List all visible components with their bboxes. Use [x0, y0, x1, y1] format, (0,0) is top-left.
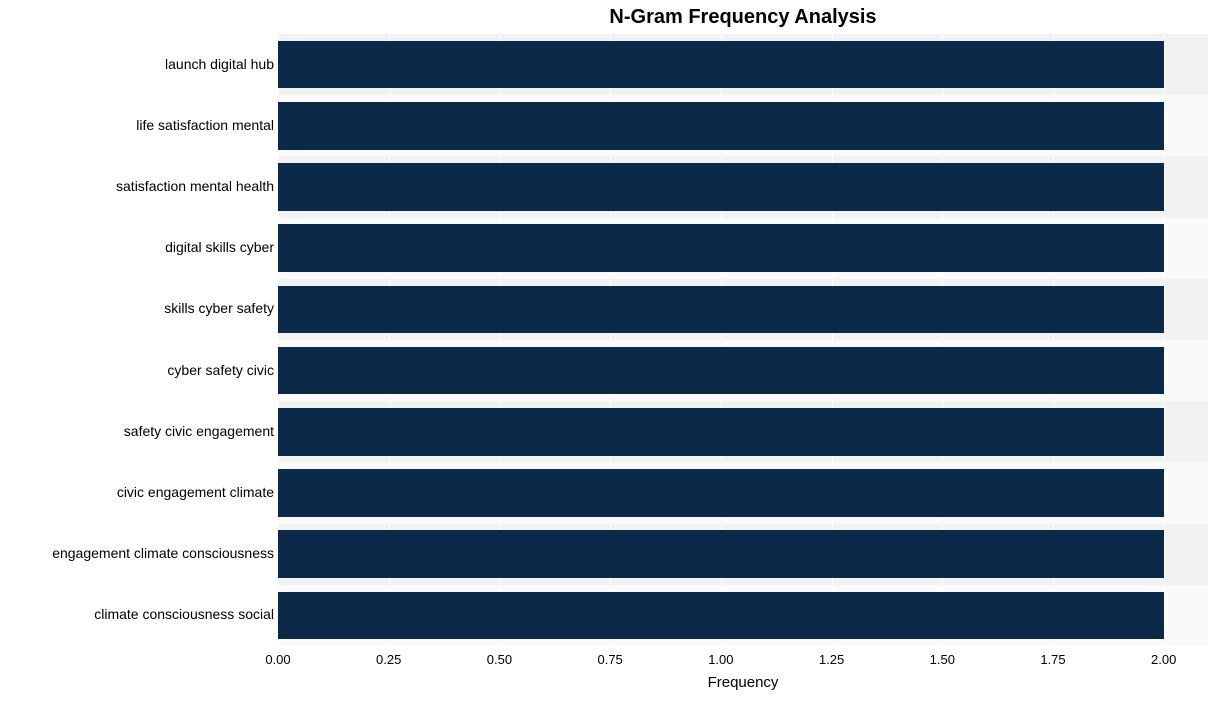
y-tick-label: life satisfaction mental — [0, 117, 282, 133]
bar — [278, 469, 1164, 517]
x-tick-label: 0.00 — [265, 652, 290, 667]
bar — [278, 347, 1164, 395]
bar — [278, 41, 1164, 89]
grid-line — [1164, 34, 1165, 646]
x-tick-label: 0.50 — [487, 652, 512, 667]
y-tick-label: cyber safety civic — [0, 362, 282, 378]
y-tick-label: safety civic engagement — [0, 423, 282, 439]
x-tick-label: 1.25 — [819, 652, 844, 667]
x-tick-label: 1.75 — [1040, 652, 1065, 667]
bar — [278, 163, 1164, 211]
plot-area — [278, 34, 1208, 646]
y-tick-label: satisfaction mental health — [0, 178, 282, 194]
y-tick-label: digital skills cyber — [0, 239, 282, 255]
x-tick-label: 2.00 — [1151, 652, 1176, 667]
y-tick-label: skills cyber safety — [0, 300, 282, 316]
x-tick-label: 1.50 — [930, 652, 955, 667]
x-tick-label: 0.75 — [597, 652, 622, 667]
ngram-chart: N-Gram Frequency Analysis launch digital… — [0, 0, 1218, 701]
bar — [278, 286, 1164, 334]
bar — [278, 224, 1164, 272]
bar — [278, 102, 1164, 150]
bar — [278, 530, 1164, 578]
y-tick-label: civic engagement climate — [0, 484, 282, 500]
x-axis-label: Frequency — [278, 674, 1208, 691]
x-tick-label: 1.00 — [708, 652, 733, 667]
y-tick-label: engagement climate consciousness — [0, 545, 282, 561]
chart-title: N-Gram Frequency Analysis — [278, 6, 1208, 29]
y-tick-label: climate consciousness social — [0, 606, 282, 622]
bar — [278, 592, 1164, 640]
bar — [278, 408, 1164, 456]
x-tick-label: 0.25 — [376, 652, 401, 667]
y-tick-label: launch digital hub — [0, 56, 282, 72]
